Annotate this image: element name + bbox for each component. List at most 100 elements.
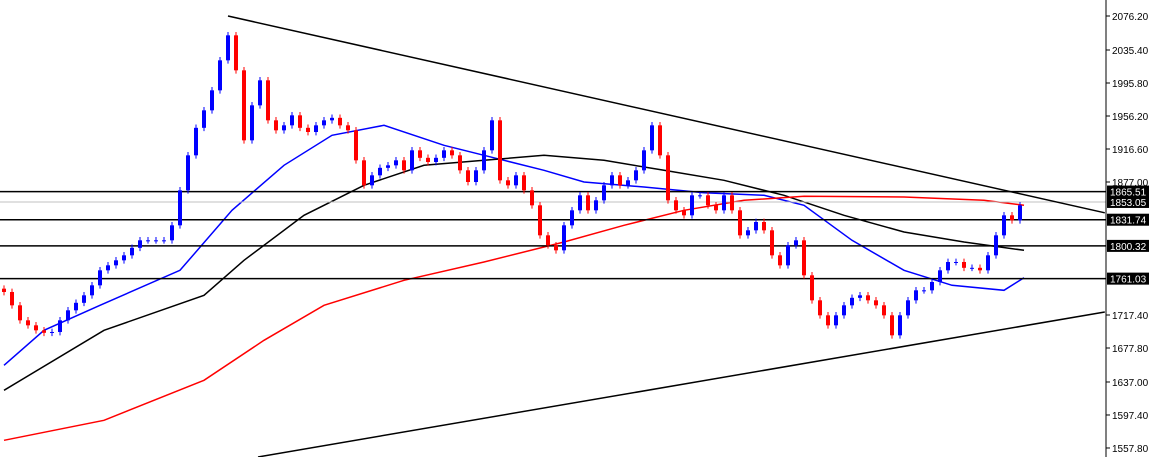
- candle: [986, 251, 990, 274]
- candle-body: [778, 255, 782, 266]
- candle-body: [178, 190, 182, 226]
- candle: [394, 156, 398, 169]
- candle-body: [794, 240, 798, 246]
- candle-body: [218, 60, 222, 91]
- candle: [442, 146, 446, 162]
- candle: [242, 66, 246, 144]
- candle-body: [314, 125, 318, 132]
- candle-body: [594, 200, 598, 211]
- candle: [898, 311, 902, 339]
- candle-body: [418, 150, 422, 158]
- candle: [490, 116, 494, 154]
- candle-body: [538, 205, 542, 236]
- candle-body: [474, 170, 478, 182]
- candle-body: [938, 270, 942, 282]
- candle-body: [634, 170, 638, 181]
- trendline: [257, 311, 1105, 457]
- candle-body: [66, 310, 70, 321]
- candle: [18, 301, 22, 324]
- candle-body: [770, 230, 774, 256]
- candle: [154, 236, 158, 244]
- level-label-box: [1107, 239, 1149, 252]
- candle-body: [506, 180, 510, 186]
- candle: [666, 151, 670, 204]
- candle: [202, 106, 206, 132]
- candle: [186, 151, 190, 194]
- candle-body: [962, 261, 966, 268]
- candle: [482, 146, 486, 174]
- candle: [378, 164, 382, 179]
- candle-body: [154, 240, 158, 242]
- candle-body: [978, 267, 982, 271]
- candle-body: [362, 160, 366, 186]
- candle: [514, 171, 518, 189]
- level-label-box: [1107, 272, 1149, 285]
- candle: [210, 86, 214, 114]
- current-price-label-box: [1107, 195, 1149, 208]
- candle: [34, 321, 38, 334]
- candle: [498, 116, 502, 184]
- candle-body: [434, 157, 438, 162]
- candle: [946, 258, 950, 274]
- candle: [1018, 201, 1022, 224]
- candle-body: [730, 195, 734, 211]
- candle-body: [250, 105, 254, 141]
- candle: [722, 191, 726, 214]
- candle: [826, 311, 830, 329]
- candle: [842, 301, 846, 319]
- candle: [250, 101, 254, 144]
- candle-body: [858, 295, 862, 298]
- candle: [618, 171, 622, 189]
- candle-body: [26, 320, 30, 326]
- candle: [810, 271, 814, 304]
- candle-body: [194, 127, 198, 156]
- candle-body: [682, 210, 686, 216]
- candle: [578, 191, 582, 214]
- candle: [938, 266, 942, 286]
- y-tick-label: 1557.80: [1112, 444, 1149, 455]
- candle-body: [738, 210, 742, 236]
- candle: [706, 191, 710, 209]
- candle: [314, 121, 318, 136]
- candle: [74, 299, 78, 314]
- candle: [274, 116, 278, 134]
- candle: [602, 181, 606, 204]
- candle-body: [746, 230, 750, 236]
- candle-body: [242, 70, 246, 141]
- candle-body: [386, 165, 390, 168]
- candle: [386, 161, 390, 172]
- candle-body: [50, 331, 54, 333]
- candle-body: [522, 175, 526, 191]
- price-axis[interactable]: 2076.20 2035.40 1995.80 1956.20 1916.60 1877.…: [1106, 12, 1149, 455]
- candle-body: [762, 221, 766, 231]
- y-tick-label: 1637.00: [1112, 378, 1149, 389]
- candle: [66, 306, 70, 324]
- moving-average-line-0: [3, 124, 1025, 366]
- candle: [2, 285, 6, 296]
- candle: [874, 296, 878, 309]
- candle-body: [578, 195, 582, 211]
- candle-body: [266, 80, 270, 121]
- candle: [890, 311, 894, 339]
- candle-body: [298, 115, 302, 128]
- candle-body: [98, 270, 102, 286]
- candle-body: [138, 240, 142, 248]
- level-label-box: [1107, 213, 1149, 226]
- candle: [762, 218, 766, 234]
- candle: [226, 31, 230, 64]
- candle: [426, 154, 430, 166]
- candle-body: [930, 281, 934, 291]
- candle: [698, 191, 702, 199]
- candle: [914, 286, 918, 304]
- candle-body: [402, 160, 406, 171]
- candle: [106, 261, 110, 274]
- candle: [626, 176, 630, 189]
- candle-body: [666, 155, 670, 201]
- candle-body: [658, 125, 662, 156]
- candle: [538, 201, 542, 239]
- candle-body: [706, 195, 710, 206]
- candle-body: [530, 190, 534, 206]
- candle: [650, 121, 654, 154]
- candle: [434, 154, 438, 166]
